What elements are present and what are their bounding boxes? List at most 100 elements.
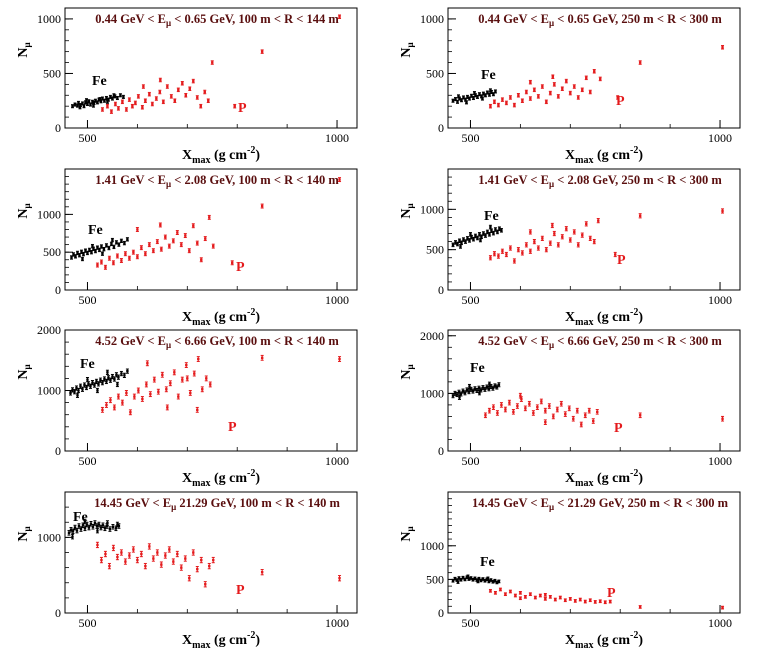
marker [136,558,139,562]
data-point [75,392,79,398]
data-point [145,360,149,367]
data-point [115,553,119,561]
marker [481,97,484,100]
series-p [483,392,725,428]
data-point [175,550,179,558]
marker [499,588,502,591]
marker [479,388,483,392]
data-point [472,91,476,96]
marker [116,523,119,526]
marker [188,87,191,90]
marker [96,246,99,249]
series-fe [67,518,121,540]
y-tick-label: 0 [438,121,444,135]
marker [117,375,120,379]
marker [521,99,524,102]
marker [493,579,497,582]
marker [126,238,129,241]
plot-frame [64,7,358,129]
y-tick-label: 2000 [37,323,61,337]
marker [105,244,108,247]
marker [109,379,112,382]
x-tick-label: 1000 [708,616,732,630]
chart-panel-8: 0 500 1000 500 1000 14.45 GeV < Eμ < 21.29 Ge… [399,491,741,651]
data-point [133,100,137,106]
marker [465,388,469,392]
data-point [572,229,576,235]
marker [209,383,212,386]
data-point [73,102,77,107]
data-point [551,413,555,420]
marker [462,238,465,241]
y-axis-label: Nμ [399,364,415,379]
marker [91,244,94,248]
marker [78,106,82,109]
data-point [114,240,118,245]
marker [469,388,473,391]
data-point [127,255,131,261]
marker [481,386,485,389]
data-point [121,94,125,99]
data-point [171,558,175,565]
data-point [492,251,496,257]
marker [115,241,118,244]
data-point [584,75,588,81]
marker [136,255,139,258]
marker [509,96,512,99]
marker [492,406,495,409]
y-axis-label: Nμ [399,203,415,218]
marker [83,527,87,530]
marker [533,240,536,243]
marker [153,378,156,381]
x-tick-label: 1000 [708,131,732,145]
marker [579,598,582,601]
marker [459,392,463,396]
marker [137,389,140,392]
marker [101,524,105,527]
x-axis-label: Xmax (g cm-2) [565,468,643,489]
p-label: P [617,253,626,268]
data-point [183,233,187,239]
marker [69,391,72,395]
data-point [524,242,528,248]
marker [69,528,73,532]
data-point [136,94,140,99]
data-point [543,597,547,601]
marker [97,523,101,526]
marker [93,521,97,525]
data-point [338,575,342,582]
data-point [183,555,187,562]
data-point [147,91,151,97]
data-point [180,81,184,86]
data-point [80,256,84,262]
series-p [100,14,342,114]
marker [145,383,148,386]
marker [84,101,87,104]
data-point [575,407,579,414]
data-point [116,106,120,111]
marker [573,85,576,88]
data-point [588,235,592,241]
marker [494,90,497,93]
marker [451,394,455,397]
data-point [135,254,139,260]
marker [106,521,109,525]
data-point [113,101,117,107]
data-point [131,546,135,553]
data-point [543,407,547,414]
fe-label: Fe [92,74,107,89]
marker [88,248,91,252]
marker [87,526,91,529]
marker [477,577,481,580]
marker [111,375,114,378]
data-point [567,405,571,412]
marker [112,546,115,550]
data-point [532,87,536,93]
marker [512,410,515,414]
marker [529,230,532,234]
data-point [175,230,179,235]
data-point [88,383,92,389]
marker [497,383,501,386]
data-point [123,251,127,257]
data-point [230,260,234,266]
